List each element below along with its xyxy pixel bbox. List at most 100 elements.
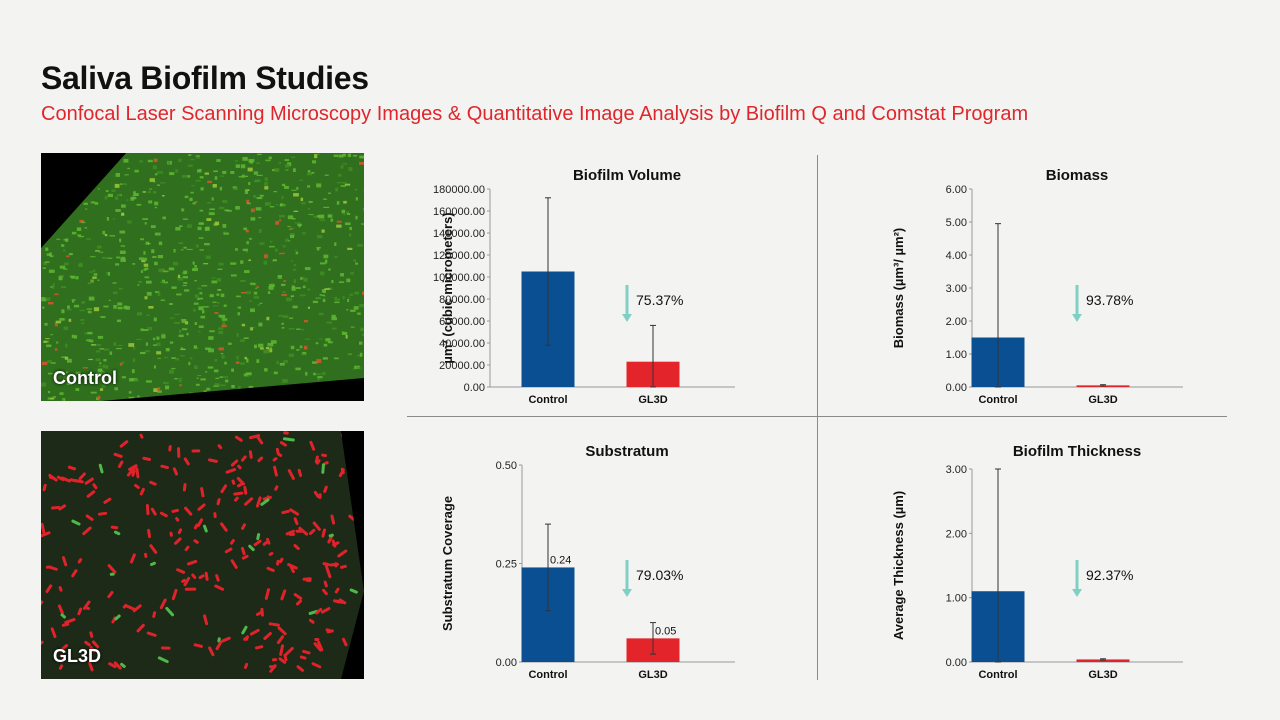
control-speck [156, 342, 161, 346]
control-speck [222, 199, 228, 203]
control-speck [75, 371, 81, 375]
control-speck [87, 377, 91, 380]
gl3d-rod [119, 440, 129, 448]
gl3d-rod [45, 584, 53, 594]
gl3d-rod [48, 473, 58, 482]
y-tick-label: 100000.00 [433, 272, 485, 284]
control-speck [132, 346, 136, 350]
control-speck [174, 378, 178, 380]
control-speck [286, 297, 292, 302]
control-speck [338, 154, 344, 158]
control-speck [328, 268, 331, 271]
control-speck [236, 356, 239, 360]
gl3d-rod [312, 521, 321, 531]
control-speck [95, 250, 100, 252]
control-speck [139, 160, 143, 163]
control-speck [259, 347, 264, 350]
gl3d-rod [325, 628, 333, 633]
control-speck [132, 358, 136, 363]
control-speck [113, 291, 118, 295]
bar-gl3d [1076, 659, 1130, 662]
control-speck [148, 200, 153, 204]
control-speck [101, 384, 106, 388]
control-speck [281, 293, 287, 296]
control-speck [143, 263, 149, 267]
control-speck [240, 164, 246, 169]
control-image-canvas [41, 153, 364, 401]
gl3d-rod [221, 636, 231, 643]
control-speck [61, 399, 64, 401]
control-speck [98, 365, 103, 367]
control-speck [113, 305, 117, 309]
control-speck [246, 241, 249, 245]
control-speck [151, 249, 155, 254]
gl3d-rod [215, 574, 220, 582]
control-speck [133, 193, 139, 196]
control-speck [281, 195, 284, 200]
control-speck [72, 300, 75, 303]
control-speck [245, 229, 249, 233]
gl3d-texture [41, 431, 358, 673]
control-speck [223, 304, 227, 307]
gl3d-corner [341, 431, 364, 591]
control-speck [216, 159, 221, 162]
gl3d-rod [240, 455, 247, 462]
control-speck [299, 294, 306, 297]
control-speck [78, 235, 85, 238]
control-speck [218, 330, 224, 335]
gl3d-rod [77, 558, 83, 564]
gl3d-rod [321, 453, 328, 458]
control-speck [222, 376, 228, 379]
control-speck [250, 327, 253, 331]
control-speck [303, 320, 308, 323]
control-speck [265, 159, 271, 162]
gl3d-rod [50, 505, 61, 510]
control-speck [258, 217, 262, 219]
control-speck [195, 155, 200, 157]
control-speck [194, 365, 198, 370]
control-speck [120, 256, 126, 260]
gl3d-rod [268, 665, 277, 669]
control-speck [349, 226, 352, 231]
control-speck [118, 287, 123, 290]
control-speck [194, 322, 197, 325]
control-speck [115, 196, 119, 200]
gl3d-rod [260, 498, 270, 506]
control-speck [94, 202, 99, 205]
control-speck [44, 297, 51, 301]
control-speck [219, 186, 223, 191]
control-speck [264, 181, 269, 186]
control-speck [104, 233, 108, 237]
control-speck [197, 226, 202, 231]
control-speck [198, 330, 201, 333]
control-speck [175, 169, 179, 173]
control-speck [216, 278, 222, 282]
control-speck [160, 182, 166, 184]
horizontal-divider [407, 416, 1227, 417]
control-speck [182, 328, 188, 331]
control-speck [86, 238, 92, 240]
control-speck [291, 287, 296, 291]
y-tick-label: 140000.00 [433, 228, 485, 240]
control-speck [46, 253, 52, 256]
control-speck [203, 263, 209, 265]
control-speck [284, 185, 289, 189]
y-tick-label: 5.00 [946, 217, 967, 229]
gl3d-rod [318, 493, 322, 500]
control-speck [275, 204, 279, 206]
control-speck [48, 391, 51, 394]
control-speck [146, 314, 150, 316]
control-speck [122, 183, 127, 186]
control-speck [204, 227, 210, 231]
control-speck [354, 188, 358, 191]
gl3d-rod [103, 497, 112, 504]
control-speck [45, 261, 50, 263]
control-speck [98, 368, 103, 372]
gl3d-rod [338, 468, 345, 478]
gl3d-rod [284, 646, 294, 657]
control-speck [296, 328, 301, 330]
control-speck [321, 372, 326, 375]
control-speck [307, 208, 311, 210]
control-speck [54, 378, 58, 380]
control-speck [307, 306, 310, 309]
